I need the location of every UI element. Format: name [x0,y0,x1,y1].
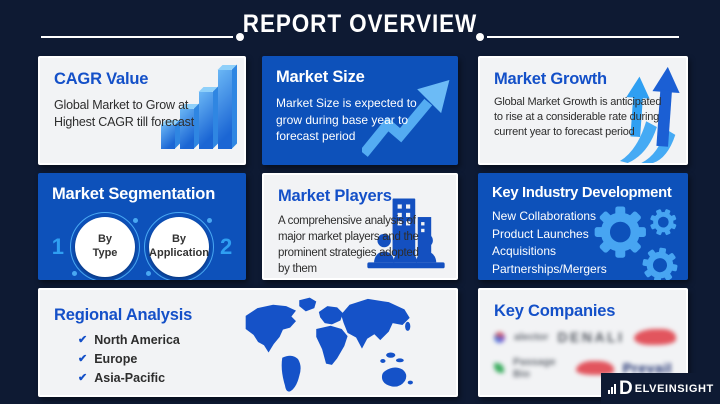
card-market-growth: Market Growth Global Market Growth is an… [478,56,688,165]
card-title: Market Growth [494,70,607,88]
check-icon: ✔ [78,352,88,365]
region-label: Asia-Pacific [94,371,166,385]
growth-arrows-icon [619,66,680,163]
card-title: Key Companies [494,302,616,320]
company-logo-mark [494,363,504,373]
buildings-people-icon [367,198,445,269]
delveinsight-logo: D ELVEINSIGHT [601,373,720,404]
region-item: ✔ North America [78,333,219,347]
card-market-size: Market Size Market Size is expected to g… [262,56,458,165]
trend-arrow-icon [362,80,450,157]
region-label: North America [94,333,180,347]
segment-circle-type: By Type [70,212,140,280]
card-title: Market Segmentation [52,185,216,203]
company-logo: Prevail [622,360,672,376]
header-rule-left [41,36,233,38]
company-logo: DENALI [557,329,625,345]
header-dot-left [236,33,244,41]
region-label: Europe [94,352,138,366]
logo-initial: D [619,378,633,399]
company-logo-mark [494,331,505,343]
header: REPORT OVERVIEW [0,10,720,46]
segmentation-circles: 1 By Type By Application 2 [52,212,232,280]
world-map [245,297,413,392]
region-item: ✔ Europe [78,352,219,366]
segment-label: Type [92,247,118,259]
card-title: Market Players [278,187,392,205]
industry-item: New Collaborations [492,209,597,223]
industry-item: Product Launches [492,226,589,241]
logo-text: ELVEINSIGHT [634,382,714,395]
industry-item: Partnerships/Mergers [492,261,607,276]
logo-row: alector DENALI [494,329,676,345]
logo-bars-icon [608,383,616,394]
company-logo-mark [575,361,614,375]
card-market-segmentation: Market Segmentation 1 By Type By Applica… [38,173,246,280]
card-key-industry-development: Key Industry Development New Collaborati… [478,173,688,280]
logo-row: Passage Bio Prevail [494,356,672,380]
segment-label: By [171,233,187,246]
industry-item: Acquisitions [492,244,557,258]
segment-label: Application [149,247,209,259]
company-logo: alector [514,331,549,343]
card-title: Key Industry Development [492,185,672,201]
card-title: Regional Analysis [54,306,193,324]
header-rule-right [487,36,679,38]
segment-number: 2 [220,234,233,259]
card-body: A comprehensive analysis of major market… [278,215,419,275]
card-title: CAGR Value [54,70,149,88]
bar-chart-icon [161,70,232,149]
region-list: ✔ North America ✔ Europe ✔ Asia-Pacific [78,333,219,385]
card-body: Global Market Growth is anticipated to r… [494,96,662,138]
region-item: ✔ Asia-Pacific [78,371,219,385]
gears-icon [594,206,678,280]
segment-circle-application: By Application [144,212,214,280]
card-body: Market Size is expected to grow during b… [276,96,417,144]
segment-number: 1 [51,234,64,259]
segment-label: By [97,233,113,246]
company-logo: Passage Bio [513,356,556,380]
check-icon: ✔ [78,333,88,346]
card-body: Global Market to Grow at Highest CAGR ti… [54,98,194,130]
company-logo-mark [633,329,676,345]
card-title: Market Size [276,68,365,86]
card-market-players: Market Players A comprehensive analysis … [262,173,458,280]
industry-items: New Collaborations Product Launches Acqu… [492,209,624,276]
company-logos: alector DENALI Passage Bio Prevail [494,329,676,380]
regional-text-column: Regional Analysis ✔ North America ✔ Euro… [54,302,219,385]
check-icon: ✔ [78,371,88,384]
page-title: REPORT OVERVIEW [242,10,478,38]
header-dot-right [476,33,484,41]
card-regional-analysis: Regional Analysis ✔ North America ✔ Euro… [38,288,458,397]
card-cagr-value: CAGR Value Global Market to Grow at High… [38,56,246,165]
